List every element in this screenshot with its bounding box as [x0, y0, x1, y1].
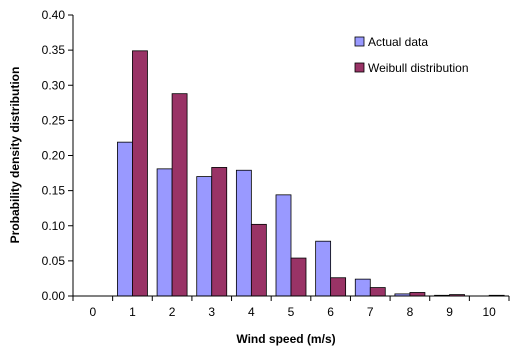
x-tick-label: 6	[327, 305, 334, 319]
bar-actual-3	[196, 176, 213, 297]
legend-swatch-actual	[354, 36, 365, 47]
y-tick-label: 0.25	[42, 113, 66, 127]
y-tick-label: 0.35	[42, 43, 66, 57]
y-axis: 0.00 0.05 0.10 0.15 0.20 0.25 0.30 0.35 0.40	[42, 8, 74, 303]
bar-weibull-1	[132, 50, 148, 297]
bar-actual-6	[315, 240, 332, 297]
x-tick-label: 3	[208, 305, 215, 319]
y-tick-label: 0.15	[42, 184, 66, 198]
legend-label-actual: Actual data	[368, 35, 428, 49]
bar-weibull-5	[290, 257, 307, 297]
legend-swatch-weibull	[354, 62, 365, 73]
bar-actual-4	[235, 169, 252, 297]
bar-weibull-2	[171, 93, 188, 297]
y-tick-label: 0.30	[42, 78, 66, 92]
x-tick-label: 0	[89, 305, 96, 319]
bar-actual-5	[275, 194, 292, 297]
x-axis-title: Wind speed (m/s)	[236, 332, 335, 346]
legend: Actual data Weibull distribution	[354, 35, 469, 75]
y-axis-title: Probability density distribution	[8, 67, 22, 244]
x-tick-label: 10	[483, 305, 497, 319]
bar-weibull-3	[211, 167, 228, 297]
bar-weibull-8	[409, 292, 426, 297]
bar-actual-7	[354, 278, 371, 297]
x-tick-label: 4	[248, 305, 255, 319]
y-tick-label: 0.20	[42, 149, 66, 163]
y-tick-label: 0.40	[42, 8, 66, 22]
x-tick-label: 9	[446, 305, 453, 319]
legend-label-weibull: Weibull distribution	[368, 61, 469, 75]
y-tick-label: 0.00	[42, 289, 66, 303]
y-tick-label: 0.05	[42, 254, 66, 268]
x-tick-label: 7	[367, 305, 374, 319]
x-tick-label: 8	[407, 305, 414, 319]
x-tick-label: 2	[169, 305, 176, 319]
x-tick-label: 5	[288, 305, 295, 319]
bar-actual-1	[117, 141, 133, 297]
x-tick-label: 1	[129, 305, 136, 319]
y-tick-label: 0.10	[42, 219, 66, 233]
plot-area	[117, 50, 505, 297]
bar-weibull-7	[369, 287, 386, 297]
bar-weibull-4	[250, 223, 267, 297]
bar-weibull-6	[330, 277, 347, 297]
x-axis: 0 1 2 3 4 5 6 7 8 9 10	[72, 295, 510, 319]
bar-actual-2	[156, 168, 173, 297]
